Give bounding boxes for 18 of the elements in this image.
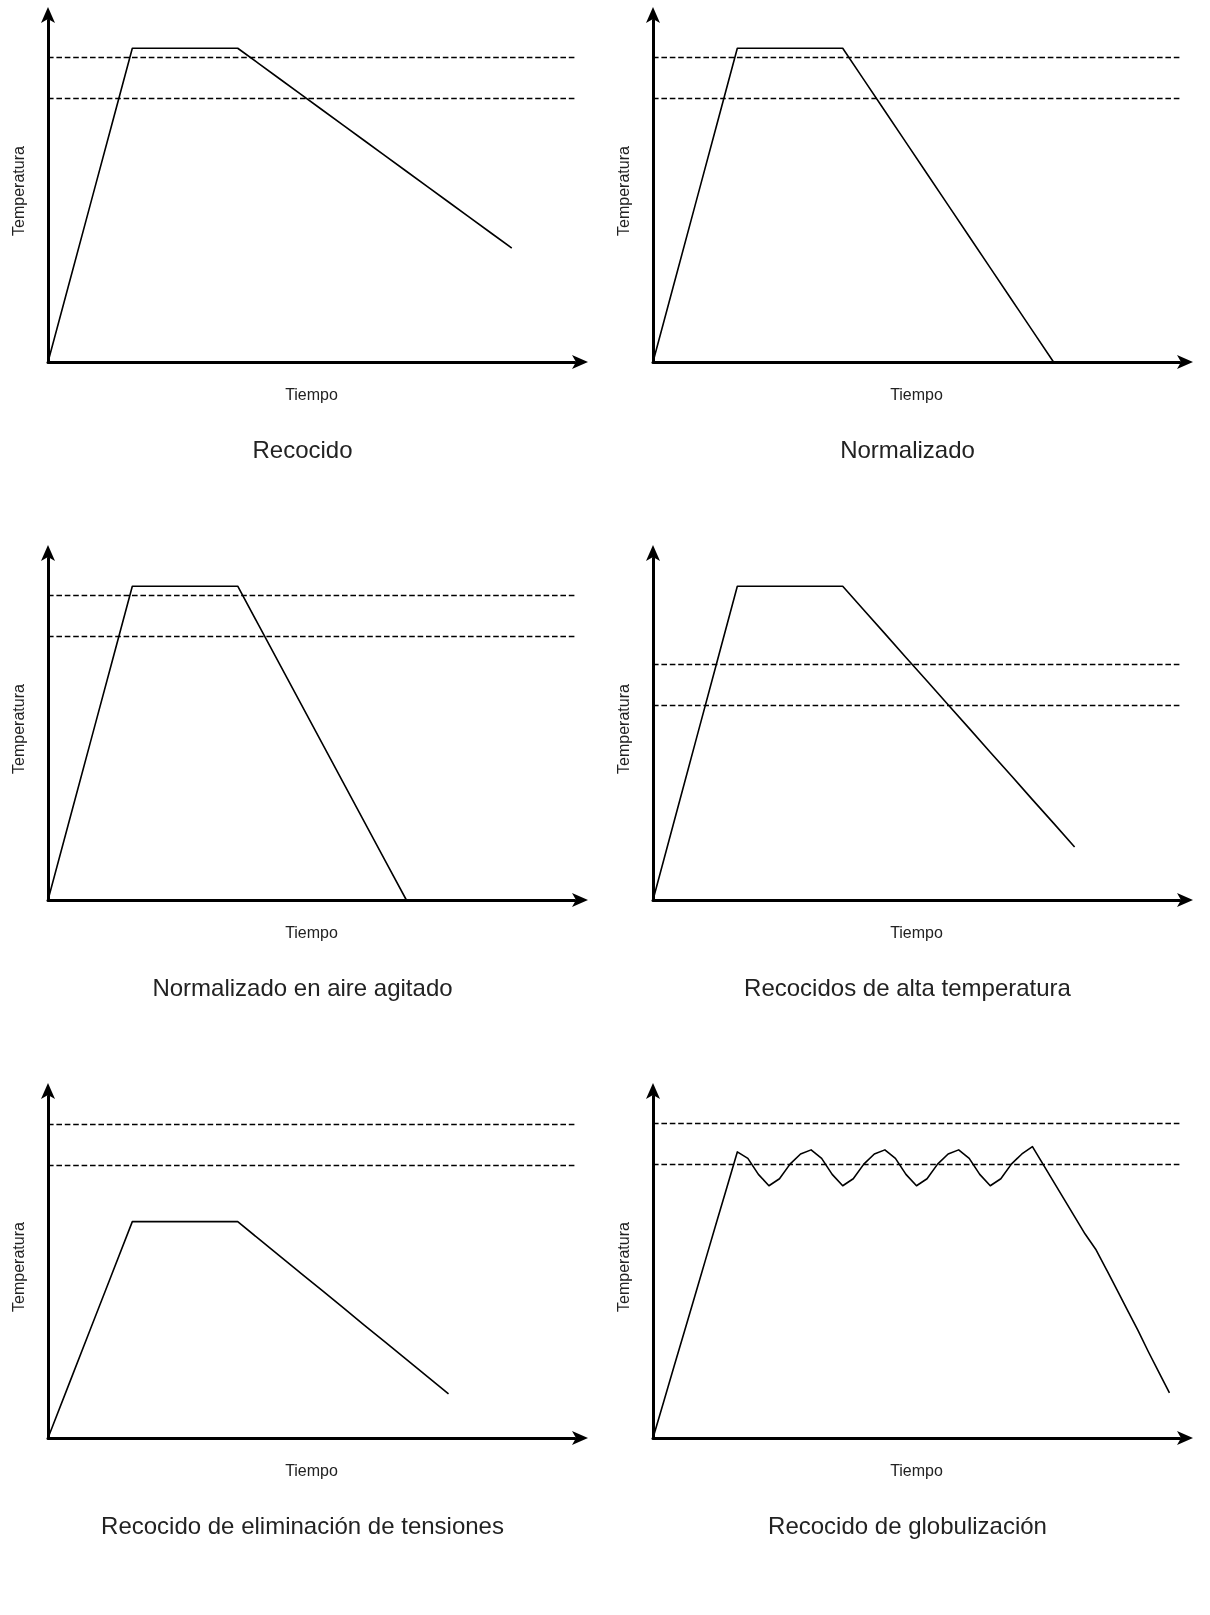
y-axis-title: Temperatura	[614, 1221, 632, 1312]
x-axis-title: Tiempo	[285, 1461, 338, 1479]
x-axis-title: Tiempo	[890, 923, 943, 941]
x-axis-title: Tiempo	[890, 385, 943, 403]
y-axis-title: Temperatura	[614, 145, 632, 236]
y-axis-title: Temperatura	[9, 145, 27, 236]
text: Recocido de eliminación de tensiones	[101, 1511, 504, 1539]
text: Recocidos de alta temperatura	[744, 973, 1072, 1001]
y-axis-title: Temperatura	[9, 1221, 27, 1312]
text: Recocido	[252, 435, 353, 463]
x-axis-title: Tiempo	[285, 385, 338, 403]
x-axis-title: Tiempo	[890, 1461, 943, 1479]
text: Recocido de globulización	[768, 1511, 1047, 1539]
x-axis-title: Tiempo	[285, 923, 338, 941]
y-axis-title: Temperatura	[614, 683, 632, 774]
text: Normalizado	[840, 435, 975, 463]
y-axis-title: Temperatura	[9, 683, 27, 774]
text: Normalizado en aire agitado	[152, 973, 453, 1001]
